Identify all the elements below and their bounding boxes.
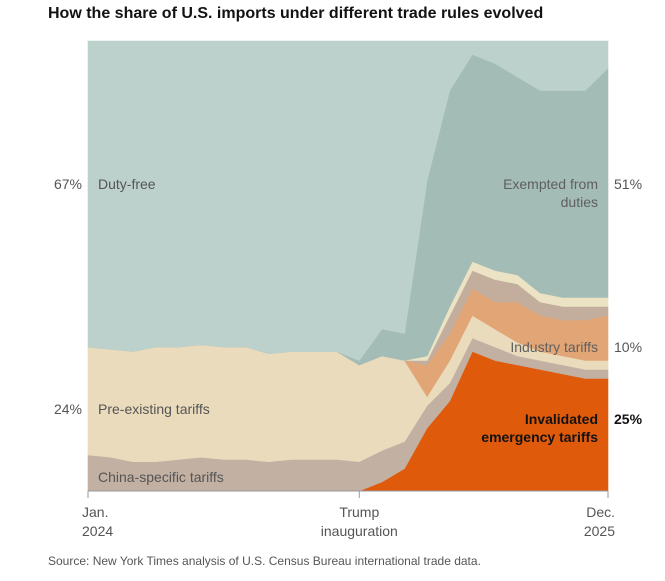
x-tick-label: Dec. [586,504,615,520]
pct-industry: 10% [614,339,642,355]
pct-invalidated: 25% [614,411,643,427]
label-pre-existing: Pre-existing tariffs [98,401,210,417]
area-layers [87,40,609,492]
label-china-specific: China-specific tariffs [98,469,224,485]
x-tick-label: 2024 [82,523,113,539]
x-tick-label: 2025 [584,523,615,539]
label-duty-free: Duty-free [98,176,156,192]
pct-pre-existing: 24% [54,401,82,417]
pct-duty-free: 67% [54,176,82,192]
series-labels: Duty-free 67% Exempted from duties 51% P… [54,176,643,485]
label-exempted-line1: Exempted from [503,176,598,192]
label-industry: Industry tariffs [510,339,598,355]
label-exempted-line2: duties [561,194,598,210]
x-axis-ticks: Jan. 2024 Trump inauguration Dec. 2025 [82,491,615,539]
x-tick-label: inauguration [321,523,398,539]
label-invalidated-line2: emergency tariffs [481,429,598,445]
x-tick-label: Jan. [82,504,108,520]
label-invalidated-line1: Invalidated [525,411,598,427]
x-tick-label: Trump [339,504,379,520]
source-note: Source: New York Times analysis of U.S. … [48,554,481,568]
pct-exempted: 51% [614,176,642,192]
area-duty-free [87,40,609,361]
chart-title: How the share of U.S. imports under diff… [48,5,544,22]
